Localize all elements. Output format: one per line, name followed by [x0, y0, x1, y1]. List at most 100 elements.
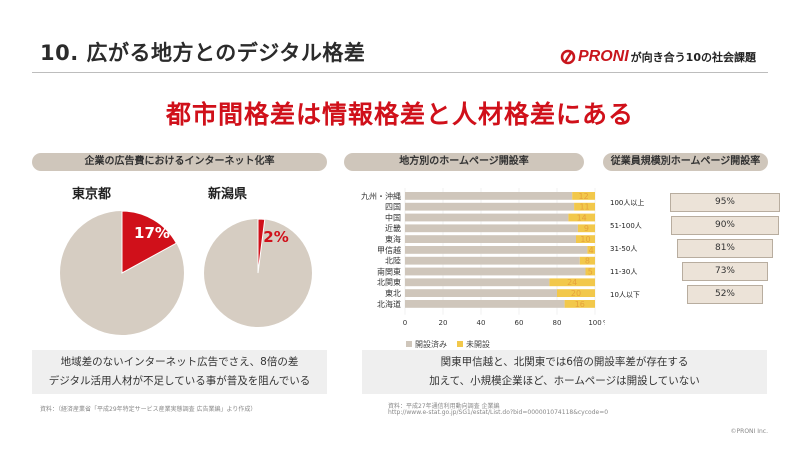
- x-tick-100: 100: [588, 319, 601, 327]
- bar-open-4: [405, 235, 576, 243]
- funnel-bar: 52%: [687, 285, 763, 304]
- funnel-row: 100人以上 95%: [610, 193, 790, 213]
- bar-open-1: [405, 202, 575, 211]
- value-label-6: 8: [585, 257, 590, 266]
- left-note: 地域差のないインターネット広告でさえ、8倍の差 デジタル活用人材が不足している事…: [32, 350, 327, 394]
- region-label-1: 四国: [385, 203, 401, 212]
- region-label-10: 北海道: [377, 299, 401, 309]
- x-unit: %: [603, 319, 605, 327]
- left-panel-title: 企業の広告費におけるインターネット化率: [32, 153, 327, 171]
- value-label-7: 5: [588, 267, 593, 276]
- bar-open-7: [405, 267, 586, 276]
- bar-not-0: [572, 192, 595, 200]
- funnel-label: 10人以下: [610, 291, 640, 299]
- bar-open-9: [405, 289, 557, 297]
- legend-open-swatch: [406, 341, 412, 347]
- funnel-row: 11-30人 73%: [610, 262, 790, 282]
- bar-not-10: [564, 300, 595, 308]
- region-label-9: 東北: [385, 288, 401, 298]
- pie-charts: 17% 2%: [60, 210, 312, 335]
- region-bar-chart: 0 20 40 60 80 100% 九州・沖縄 12 四国 11 中国 14 近畿 9 東海 10 甲信越 4 北…: [361, 188, 605, 327]
- bar-open-8: [405, 278, 550, 287]
- proni-logo-icon: [560, 49, 576, 65]
- copyright: ©PRONI Inc.: [730, 428, 768, 435]
- legend-open: 開設済み: [406, 339, 447, 350]
- pie-label-niigata: 2%: [263, 228, 288, 246]
- funnel-label: 51-100人: [610, 222, 642, 230]
- bar-open-10: [405, 300, 565, 308]
- right-panel-title: 従業員規模別ホームページ開設率: [603, 153, 768, 171]
- x-tick-0: 0: [403, 319, 407, 327]
- funnel-bar: 81%: [677, 239, 773, 258]
- legend-open-label: 開設済み: [415, 340, 447, 349]
- funnel-row: 51-100人 90%: [610, 216, 790, 236]
- region-label-0: 九州・沖縄: [361, 191, 401, 201]
- value-label-9: 20: [571, 289, 581, 298]
- bar-not-2: [568, 213, 595, 222]
- middle-note-line1: 関東甲信越と、北関東では6倍の開設率差が存在する: [440, 356, 689, 368]
- region-label-8: 北関東: [377, 277, 401, 287]
- middle-note: 関東甲信越と、北関東では6倍の開設率差が存在する 加えて、小規模企業ほど、ホーム…: [362, 350, 767, 394]
- legend-not: 未開設: [457, 339, 490, 350]
- region-label-6: 北陸: [385, 256, 401, 266]
- value-label-4: 10: [580, 235, 590, 244]
- employee-size-funnel: 100人以上 95% 51-100人 90% 31-50人 81% 11-30人 73% 10人…: [610, 193, 790, 313]
- bar-open-6: [405, 256, 580, 265]
- bar-open-3: [405, 224, 578, 233]
- left-note-line2: デジタル活用人材が不足している事が普及を阻んでいる: [48, 375, 311, 387]
- pie-label-tokyo: 17%: [134, 224, 170, 242]
- middle-note-line2: 加えて、小規模企業ほど、ホームページは開設していない: [429, 375, 700, 387]
- bar-not-7: [585, 267, 595, 276]
- value-label-5: 4: [589, 246, 594, 255]
- funnel-bar: 95%: [670, 193, 780, 212]
- funnel-label: 100人以上: [610, 199, 645, 207]
- value-label-3: 9: [584, 224, 589, 233]
- x-tick-80: 80: [553, 319, 562, 327]
- pie-tokyo-slice-internet: [121, 210, 178, 274]
- brand-logo-text: PRONI: [578, 48, 629, 65]
- legend-not-label: 未開設: [466, 340, 490, 349]
- funnel-bar: 73%: [682, 262, 768, 281]
- title-divider: [32, 72, 768, 73]
- middle-panel-title: 地方別のホームページ開設率: [344, 153, 584, 171]
- funnel-row: 10人以下 52%: [610, 285, 790, 305]
- headline: 都市間格差は情報格差と人材格差にある: [165, 100, 634, 129]
- page-title: 10. 広がる地方とのデジタル格差: [40, 41, 366, 65]
- bar-not-8: [549, 278, 595, 287]
- pie-niigata-slice-internet: [257, 218, 266, 274]
- funnel-label: 31-50人: [610, 245, 638, 253]
- bar-open-0: [405, 192, 573, 200]
- funnel-bar: 90%: [671, 216, 779, 235]
- value-label-8: 24: [567, 278, 577, 287]
- brand-tagline: が向き合う10の社会課題: [630, 51, 756, 64]
- bar-not-9: [557, 289, 595, 297]
- value-label-10: 16: [575, 300, 585, 309]
- region-label-2: 中国: [385, 212, 401, 222]
- x-tick-20: 20: [439, 319, 448, 327]
- region-label-7: 南関東: [377, 266, 401, 276]
- bar-not-3: [577, 224, 595, 233]
- legend-not-swatch: [457, 341, 463, 347]
- bar-open-5: [405, 246, 588, 254]
- bar-not-5: [587, 246, 595, 254]
- x-tick-60: 60: [515, 319, 524, 327]
- bar-not-6: [579, 256, 595, 265]
- funnel-row: 31-50人 81%: [610, 239, 790, 259]
- region-label-5: 甲信越: [377, 245, 401, 255]
- left-note-line1: 地域差のないインターネット広告でさえ、8倍の差: [60, 356, 299, 368]
- region-label-3: 近畿: [385, 223, 401, 233]
- left-source: 資料：（経済産業省「平成29年特定サービス産業実態調査 広告業編」より作成）: [40, 406, 257, 413]
- middle-source-line2: http://www.e-stat.go.jp/SG1/estat/List.d…: [388, 409, 609, 416]
- x-tick-40: 40: [477, 319, 486, 327]
- value-label-1: 11: [579, 203, 589, 212]
- bar-not-4: [576, 235, 595, 243]
- region-label-4: 東海: [385, 234, 401, 244]
- bar-open-2: [405, 213, 569, 222]
- bar-not-1: [574, 202, 595, 211]
- middle-source-line1: 資料：平成27年通信利用動向調査 企業編: [388, 403, 500, 410]
- pie-city-tokyo: 東京都: [72, 187, 112, 202]
- funnel-label: 11-30人: [610, 268, 638, 276]
- brand: PRONI が向き合う10の社会課題: [560, 47, 756, 67]
- pie-city-niigata: 新潟県: [208, 187, 248, 202]
- value-label-0: 12: [579, 192, 589, 201]
